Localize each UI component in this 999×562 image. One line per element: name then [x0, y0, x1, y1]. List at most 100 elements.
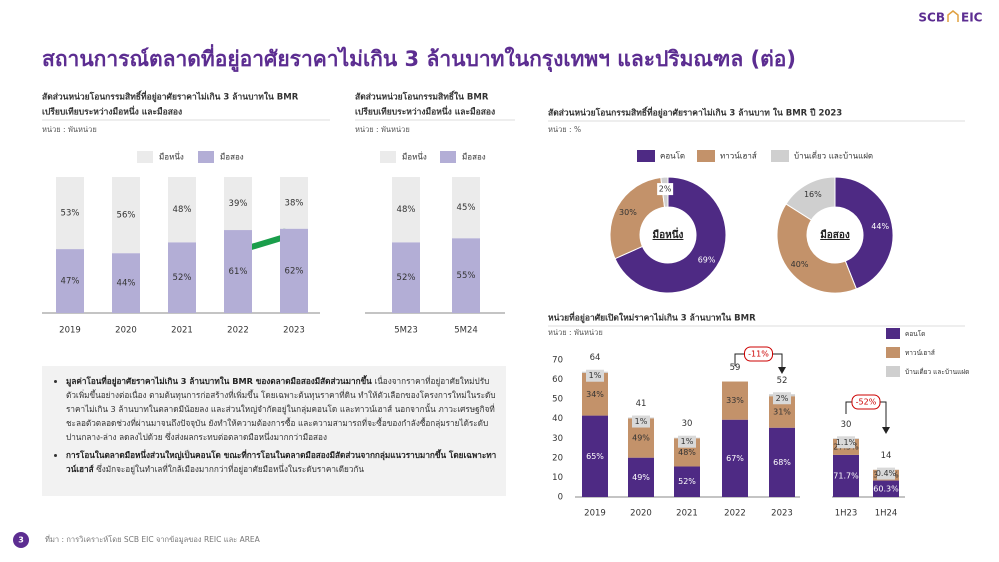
y-tick-label: 20 [552, 453, 563, 463]
x-tick-label: 1H23 [835, 509, 858, 519]
share-label: 1.1% [836, 438, 857, 447]
share-label: 68% [773, 458, 791, 467]
bar-segment [224, 230, 252, 313]
annotation-bracket [772, 353, 783, 372]
footer-source: ที่มา : การวิเคราะห์โดย SCB EIC จากข้อมู… [45, 534, 261, 544]
annotation-arrow-head [882, 427, 890, 434]
y-tick-label: 40 [552, 414, 563, 424]
label-box [678, 435, 696, 448]
share-label: 67% [726, 454, 744, 463]
legend-swatch [886, 328, 900, 339]
legend-label: คอนโด [660, 151, 685, 161]
donut-slice [776, 203, 857, 294]
share-label: 31% [773, 407, 791, 416]
bar-segment [628, 457, 654, 497]
slice-label: 2% [659, 185, 672, 194]
annotation-label: -52% [856, 398, 877, 407]
bar-segment [56, 249, 84, 313]
x-tick-label: 5M24 [454, 326, 478, 336]
chart-unit: หน่วย : พันหน่วย [548, 328, 603, 337]
bar-value-label: 48% [173, 205, 192, 215]
bar-value-label: 56% [117, 211, 136, 221]
legend-label: มือสอง [220, 153, 244, 162]
bar-value-label: 47% [61, 277, 80, 287]
total-label: 30 [841, 420, 852, 430]
bullet: มูลค่าโอนที่อยู่อาศัยราคาไม่เกิน 3 ล้านบ… [66, 374, 498, 444]
bullet-box: มูลค่าโอนที่อยู่อาศัยราคาไม่เกิน 3 ล้านบ… [42, 366, 506, 496]
legend-swatch [886, 366, 900, 377]
logo-icon [947, 10, 959, 22]
bullet-text: ซึ่งมักจะอยู่ในทำเลที่ใกล้เมืองมากกว่าที… [96, 464, 364, 474]
chart-title: สัดส่วนหน่วยโอนกรรมสิทธิ์ที่อยู่อาศัยราค… [548, 106, 842, 119]
chart-title: เปรียบเทียบระหว่างมือหนึ่ง และมือสอง [42, 105, 182, 118]
share-label: 49% [632, 473, 650, 482]
bar-value-label: 52% [173, 273, 192, 283]
bar-value-label: 45% [457, 203, 476, 213]
legend-swatch [886, 347, 900, 358]
bar-segment [168, 242, 196, 313]
share-label: 34% [586, 390, 604, 399]
donut-slice [834, 176, 894, 290]
bar-segment [452, 238, 480, 313]
total-label: 59 [730, 363, 741, 373]
share-label: 65% [586, 452, 604, 461]
legend-swatch [198, 151, 214, 163]
bar-value-label: 55% [457, 271, 476, 281]
bar-segment [833, 454, 859, 497]
share-label: 60.3% [873, 484, 899, 493]
bar-segment [280, 177, 308, 229]
chart-unit: หน่วย : % [548, 125, 581, 134]
x-tick-label: 2020 [630, 509, 652, 519]
bar-segment [112, 253, 140, 313]
logo-eic: EIC [961, 11, 983, 25]
y-tick-label: 50 [552, 395, 563, 405]
annotation-label: -11% [748, 350, 769, 359]
bar-segment [112, 177, 140, 254]
donut-slice [609, 176, 666, 260]
share-label: 2% [776, 394, 789, 403]
chart-title: สัดส่วนหน่วยโอนกรรมสิทธิ์ใน BMR [355, 90, 489, 103]
bar-value-label: 39% [229, 199, 248, 209]
x-tick-label: 2021 [676, 509, 698, 519]
bar-value-label: 52% [397, 273, 416, 283]
bar-segment [722, 381, 748, 420]
total-label: 41 [636, 399, 647, 409]
bullet-text: เนื่องจากราคาที่อยู่อาศัยใหม่ปรับตัวเพิ่… [66, 376, 496, 442]
x-tick-label: 2019 [584, 509, 606, 519]
label-box [632, 415, 650, 428]
x-tick-label: 2023 [771, 509, 793, 519]
bullet-list: มูลค่าโอนที่อยู่อาศัยราคาไม่เกิน 3 ล้านบ… [50, 374, 498, 476]
share-label: 1% [681, 437, 694, 446]
bar-value-label: 62% [285, 266, 304, 276]
chart-title: เปรียบเทียบระหว่างมือหนึ่ง และมือสอง [355, 105, 495, 118]
chart-title: สัดส่วนหน่วยโอนกรรมสิทธิ์ที่อยู่อาศัยราค… [42, 90, 299, 103]
legend-swatch [137, 151, 153, 163]
donut-slice [614, 176, 727, 294]
legend-label: คอนโด [905, 330, 925, 338]
bar-segment [674, 466, 700, 497]
x-tick-label: 1H24 [875, 509, 898, 519]
donut-center-label: มือสอง [820, 229, 850, 241]
bar-segment [452, 177, 480, 239]
bar-segment [873, 480, 899, 497]
y-tick-label: 30 [552, 434, 563, 444]
bar-segment [392, 177, 420, 243]
share-label: 52% [678, 477, 696, 486]
legend-label: มือหนึ่ง [159, 151, 184, 162]
label-box [773, 392, 791, 405]
page-number-badge [13, 532, 29, 548]
annotation-bracket [734, 353, 745, 366]
x-tick-label: 2023 [283, 326, 305, 336]
x-tick-label: 2020 [115, 326, 137, 336]
label-box [877, 467, 895, 480]
y-tick-label: 10 [552, 473, 563, 483]
bar-value-label: 48% [397, 205, 416, 215]
bar-value-label: 53% [61, 209, 80, 219]
legend-swatch [771, 150, 789, 162]
share-label: 71.7% [833, 471, 859, 480]
share-label: 1% [635, 417, 648, 426]
slice-label: 30% [619, 208, 637, 217]
bar-value-label: 44% [117, 279, 136, 289]
share-label: 33% [726, 396, 744, 405]
